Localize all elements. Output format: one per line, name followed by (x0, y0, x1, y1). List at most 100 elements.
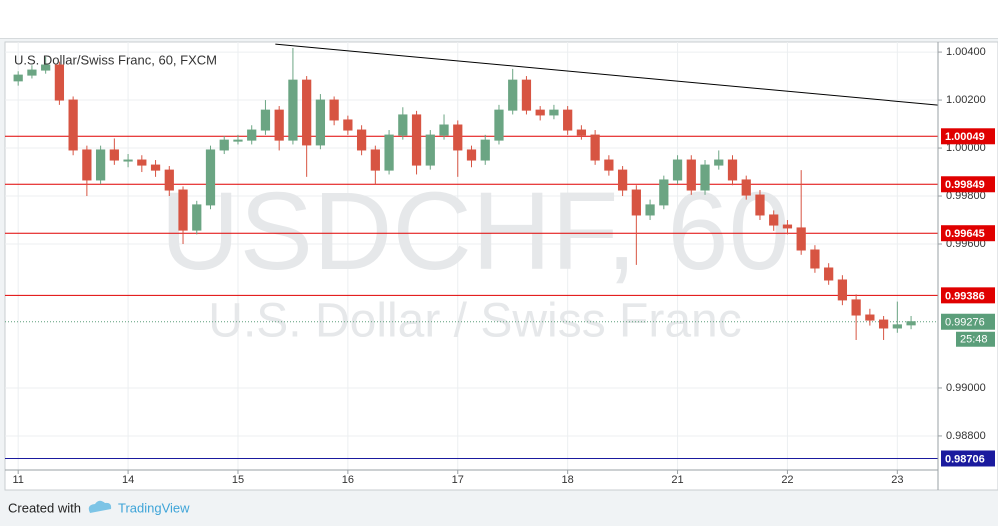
candle-body (563, 109, 573, 131)
countdown-box (956, 331, 995, 347)
candle-body (247, 129, 257, 141)
x-tick-label: 11 (12, 474, 23, 486)
candle-body (82, 149, 92, 181)
candle-body (123, 159, 133, 162)
candle-body (837, 279, 848, 301)
toolbar (0, 0, 998, 39)
candle-body (576, 129, 587, 136)
candle-body (343, 119, 353, 131)
candle-body (810, 249, 820, 269)
candle-body (700, 164, 710, 191)
candle-body (411, 114, 422, 166)
candle-body (535, 109, 545, 116)
chart-title: U.S. Dollar/Swiss Franc, 60, FXCM (14, 52, 217, 67)
candle-body (384, 134, 394, 171)
candle-body (659, 179, 669, 206)
candle-body (425, 134, 435, 166)
level-label-box (941, 225, 995, 242)
candle-body (755, 194, 765, 216)
tradingview-logo (88, 500, 112, 513)
candle-body (453, 124, 463, 151)
level-label: 0.99849 (945, 179, 985, 191)
candle-body (137, 159, 147, 166)
y-tick-label: 1.00000 (946, 142, 986, 154)
x-tick-label: 14 (122, 474, 134, 486)
candle-body (95, 149, 106, 181)
candle-body (41, 64, 51, 71)
candle-body (727, 159, 738, 181)
y-tick-label: 1.00200 (946, 94, 986, 106)
x-tick-label: 22 (781, 474, 793, 486)
level-label-box (941, 287, 995, 304)
level-label: 0.99386 (945, 290, 985, 302)
candle-body (549, 109, 559, 116)
candle-body (219, 139, 229, 151)
candle-body (178, 189, 188, 231)
candle-body (631, 189, 641, 216)
candle-body (439, 124, 449, 136)
candle-body (260, 109, 271, 131)
candle-body (824, 267, 834, 281)
x-tick-label: 18 (562, 474, 574, 486)
candle-body (796, 227, 806, 251)
footer-created-with: Created with (8, 500, 81, 515)
level-label-box (941, 450, 995, 467)
candle-body (192, 204, 202, 231)
candle-body (769, 214, 779, 226)
candle-body (109, 149, 119, 161)
candle-body (302, 79, 312, 146)
candle-body (741, 179, 751, 196)
candle-body (150, 164, 161, 171)
y-tick-label: 1.00400 (946, 46, 986, 58)
candle-body (604, 159, 614, 171)
candle-body (851, 299, 861, 316)
candle-body (865, 314, 875, 321)
level-label-box (941, 128, 995, 145)
candle-body (274, 109, 284, 141)
candle-body (466, 149, 477, 161)
candle-body (782, 224, 793, 229)
candle-body (233, 139, 243, 142)
candle-body (714, 159, 724, 166)
watermark-symbol: USDCHF, 60 (160, 170, 790, 293)
candle-body (164, 169, 174, 191)
footer-brand[interactable]: TradingView (118, 500, 190, 515)
x-tick-label: 21 (671, 474, 683, 486)
candle-body (356, 129, 367, 151)
x-tick-label: 15 (232, 474, 244, 486)
candle-body (288, 79, 298, 141)
candle-body (370, 149, 380, 171)
candle-body (205, 149, 216, 206)
last-price-label: 0.99276 (945, 317, 985, 329)
candle-body (398, 114, 408, 136)
candle-body (686, 159, 696, 191)
candle-body (480, 139, 490, 161)
candle-body (54, 64, 65, 101)
last-price-box (941, 313, 995, 330)
candle-body (68, 99, 78, 151)
candle-body (878, 319, 889, 329)
candle-body (494, 109, 504, 141)
x-tick-label: 23 (891, 474, 903, 486)
level-label: 0.98706 (945, 453, 985, 465)
candle-body (892, 324, 902, 329)
candle-body (645, 204, 655, 216)
trend-line (275, 43, 939, 106)
candle-body (521, 79, 532, 111)
level-label-box (941, 176, 995, 193)
level-label: 0.99645 (945, 228, 985, 240)
candle-body (906, 321, 916, 326)
x-tick-label: 16 (342, 474, 354, 486)
candle-body (672, 159, 683, 181)
watermark-description: U.S. Dollar / Swiss Franc (208, 295, 741, 348)
x-tick-label: 17 (452, 474, 464, 486)
candle-body (315, 99, 326, 146)
countdown-label: 25:48 (960, 334, 988, 346)
candle-body (329, 99, 339, 121)
candle-body (617, 169, 628, 191)
level-label: 1.00049 (945, 131, 985, 143)
candle-body (590, 134, 600, 161)
y-tick-label: 0.98800 (946, 430, 986, 442)
